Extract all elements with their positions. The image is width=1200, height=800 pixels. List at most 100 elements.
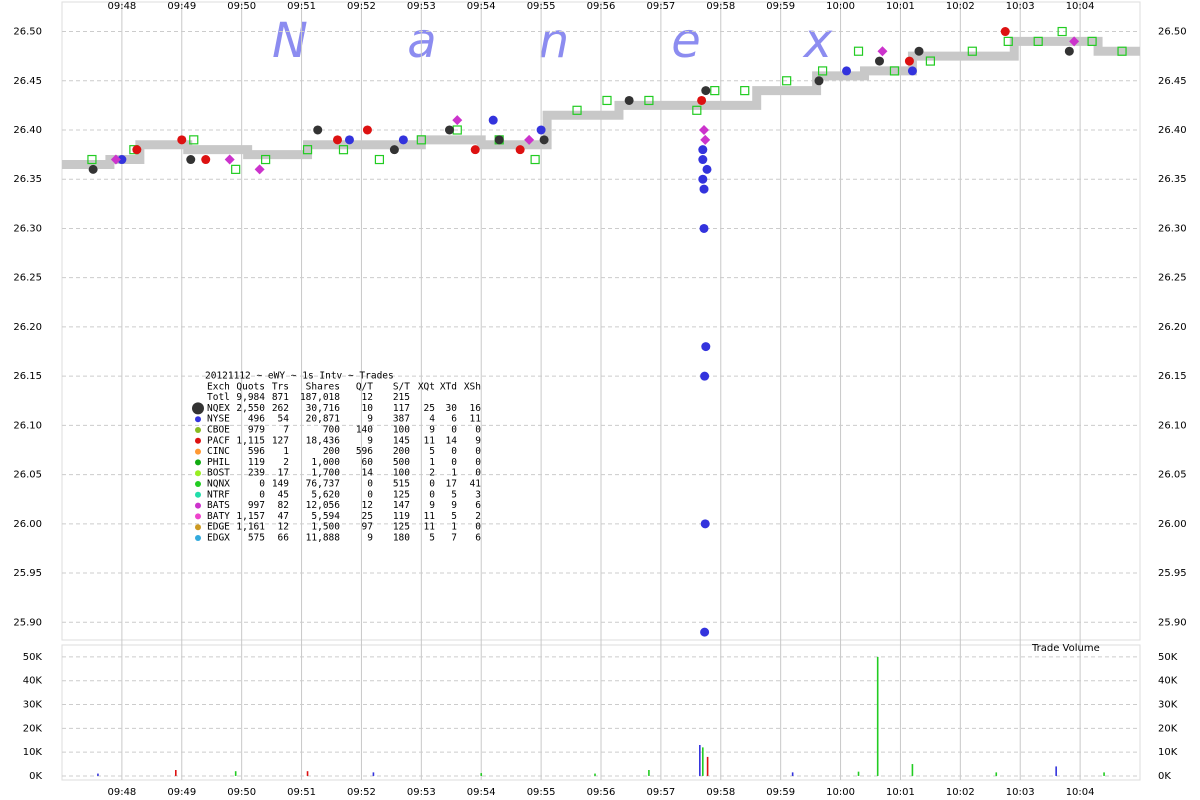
x-tick-label: 09:58 — [706, 1, 735, 12]
table-cell: 4 — [429, 414, 435, 425]
trade-marker — [698, 174, 708, 184]
trade-marker — [302, 145, 313, 155]
legend-marker — [195, 448, 201, 455]
watermark: a — [407, 13, 436, 69]
x-tick-label: 10:00 — [826, 1, 855, 12]
x-tick-label: 09:48 — [107, 1, 136, 12]
trade-marker — [889, 66, 900, 76]
x-tick-label: 10:01 — [886, 787, 915, 798]
table-cell: 596 — [248, 446, 265, 457]
table-cell: EDGE — [207, 522, 230, 533]
table-cell: 0 — [451, 446, 457, 457]
table-cell: CBOE — [207, 425, 230, 436]
trade-marker — [254, 164, 265, 175]
table-cell: 387 — [393, 414, 410, 425]
trade-marker — [313, 125, 323, 135]
table-cell: 5 — [429, 533, 435, 544]
table-cell: 25 — [424, 403, 435, 414]
watermark: e — [671, 13, 701, 69]
volume-bar — [876, 656, 879, 776]
volume-bar — [306, 771, 309, 776]
trade-marker — [374, 154, 385, 165]
table-cell: 2 — [283, 457, 289, 468]
trade-marker — [444, 125, 454, 135]
trade-marker — [539, 135, 549, 145]
table-cell: 45 — [278, 489, 289, 500]
table-cell: 0 — [451, 425, 457, 436]
trade-marker — [697, 95, 707, 105]
y-tick-label: 26.50 — [1158, 27, 1187, 38]
table-cell: 1,161 — [236, 522, 265, 533]
x-tick-label: 09:49 — [167, 1, 196, 12]
table-cell: 119 — [393, 511, 410, 522]
table-cell: 149 — [272, 479, 289, 490]
x-tick-label: 09:50 — [227, 787, 256, 798]
y-tick-label: 26.10 — [1158, 420, 1187, 431]
trade-marker — [1064, 46, 1074, 56]
table-cell: 496 — [248, 414, 265, 425]
trade-marker — [515, 145, 525, 155]
volume-bar — [1055, 766, 1057, 776]
y-tick-label: 26.20 — [13, 322, 42, 333]
table-cell: 5 — [429, 446, 435, 457]
legend-marker — [195, 491, 201, 498]
x-tick-label: 09:50 — [227, 1, 256, 12]
table-cell: 100 — [393, 468, 410, 479]
y-tick-label: 25.95 — [1158, 568, 1187, 579]
legend-marker — [195, 459, 201, 466]
volume-bar — [480, 773, 483, 776]
table-cell: NQEX — [207, 403, 230, 414]
trade-marker — [907, 66, 917, 76]
volume-bar — [174, 770, 177, 776]
table-cell: 979 — [248, 425, 265, 436]
y-tick-label: 26.00 — [1158, 519, 1187, 530]
table-header: Q/T — [356, 381, 373, 392]
table-cell: 1,000 — [311, 457, 340, 468]
trade-marker — [470, 145, 480, 155]
table-cell: 0 — [475, 468, 481, 479]
volume-bar — [1103, 772, 1105, 776]
y-tick-label: 26.25 — [13, 273, 42, 284]
trade-marker — [224, 154, 235, 165]
table-header: Exch — [207, 381, 230, 392]
table-cell: 997 — [248, 500, 265, 511]
trade-marker — [452, 115, 463, 126]
trade-marker — [698, 155, 708, 165]
trade-marker — [344, 135, 354, 145]
table-cell: 12 — [362, 500, 373, 511]
panel-label: Trade Volume — [1031, 643, 1100, 654]
trade-marker — [602, 95, 612, 106]
table-cell: 25 — [362, 511, 373, 522]
table-cell: PHIL — [207, 457, 230, 468]
y-tick-label: 50K — [1158, 652, 1178, 663]
table-header: Shares — [306, 381, 340, 392]
table-cell: 5 — [451, 489, 457, 500]
table-cell: 0 — [475, 457, 481, 468]
table-cell: 9 — [451, 500, 457, 511]
table-cell: 20,871 — [306, 414, 341, 425]
table-cell: 5 — [451, 511, 457, 522]
table-cell: 575 — [248, 533, 265, 544]
table-cell: 180 — [393, 533, 410, 544]
table-cell: 17 — [446, 479, 457, 490]
table-header: XQt — [418, 381, 435, 392]
y-tick-label: 26.40 — [1158, 125, 1187, 136]
y-tick-label: 26.30 — [1158, 223, 1187, 234]
table-cell: 239 — [248, 468, 265, 479]
trade-marker — [914, 46, 924, 56]
table-cell: 515 — [393, 479, 410, 490]
table-cell: 596 — [356, 446, 373, 457]
table-cell: 6 — [475, 533, 481, 544]
trade-marker — [1033, 36, 1043, 46]
trade-marker — [700, 371, 710, 381]
table-cell: 200 — [323, 446, 340, 457]
y-tick-label: 30K — [1158, 700, 1178, 711]
trade-marker — [398, 135, 408, 145]
x-tick-label: 10:00 — [826, 787, 855, 798]
x-tick-label: 09:56 — [587, 787, 616, 798]
table-cell: 1,157 — [236, 511, 265, 522]
trade-marker — [740, 86, 750, 96]
table-cell: 9 — [367, 435, 373, 446]
trade-marker — [87, 154, 97, 165]
table-cell: 6 — [475, 500, 481, 511]
